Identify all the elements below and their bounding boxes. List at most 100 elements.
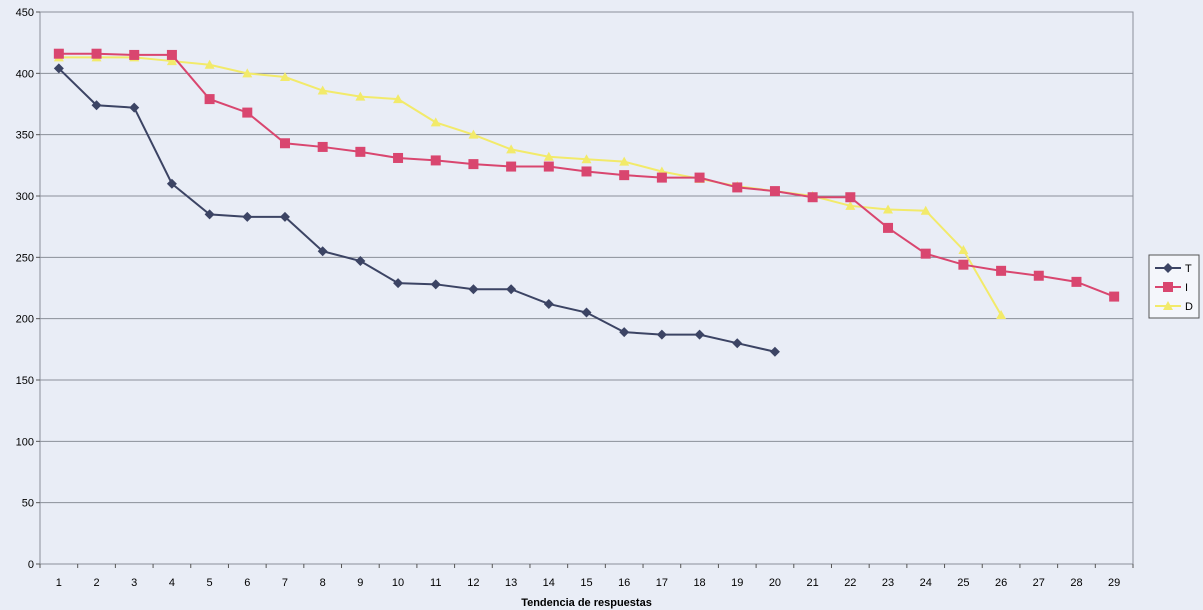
series-t-point — [129, 102, 140, 113]
series-t-point — [430, 279, 441, 290]
series-i-point — [807, 192, 818, 203]
series-t-point — [242, 211, 253, 222]
series-t-point — [393, 278, 404, 289]
series-t-point — [204, 209, 215, 220]
y-tick-label: 50 — [22, 498, 34, 510]
series-t-point — [166, 178, 177, 189]
x-tick-label: 16 — [618, 577, 630, 589]
plot-area — [39, 11, 1134, 565]
x-tick-label: 14 — [543, 577, 555, 589]
series-t-point — [91, 100, 102, 111]
series-i-point — [317, 141, 328, 152]
series-i-point — [883, 222, 894, 233]
series-t-point — [619, 327, 630, 338]
x-tick-label: 11 — [430, 577, 441, 589]
y-axis: 0 50 100 150 200 250 300 350 400 450 — [16, 7, 40, 571]
series-layer — [53, 48, 1120, 357]
legend-item-i-marker — [1163, 282, 1173, 292]
x-tick-label: 5 — [207, 577, 213, 589]
x-tick-label: 2 — [93, 577, 99, 589]
y-tick-label: 200 — [16, 314, 34, 326]
series-t-point — [694, 329, 705, 340]
series-t-point — [543, 298, 554, 309]
legend-item-d-label: D — [1185, 301, 1193, 313]
x-tick-label: 12 — [467, 577, 479, 589]
y-tick-label: 0 — [28, 559, 34, 571]
series-d-point — [204, 59, 215, 69]
series-d-point — [845, 200, 856, 210]
series-t-point — [769, 346, 780, 357]
series-i — [53, 48, 1120, 302]
series-t-point — [656, 329, 667, 340]
series-d-point — [996, 309, 1007, 319]
series-i-point — [129, 49, 140, 60]
x-tick-label: 10 — [392, 577, 404, 589]
x-tick-label: 7 — [282, 577, 288, 589]
series-i-point — [581, 166, 592, 177]
legend-item-d-marker — [1163, 301, 1173, 310]
series-d-point — [958, 244, 969, 254]
series-d-point — [581, 154, 592, 164]
x-tick-label: 4 — [169, 577, 175, 589]
series-i-point — [166, 49, 177, 60]
x-tick-label: 3 — [131, 577, 137, 589]
x-tick-label: 29 — [1108, 577, 1120, 589]
x-tick-label: 1 — [56, 577, 62, 589]
x-tick-label: 19 — [731, 577, 743, 589]
series-t-point — [732, 338, 743, 349]
series-t-point — [506, 284, 517, 295]
series-t-point — [317, 246, 328, 257]
y-tick-label: 400 — [16, 68, 34, 80]
series-d-point — [279, 72, 290, 82]
series-i-point — [506, 161, 517, 172]
y-tick-label: 350 — [16, 130, 34, 142]
legend-item-t-label: T — [1185, 263, 1192, 275]
x-tick-label: 15 — [580, 577, 592, 589]
y-tick-label: 100 — [16, 436, 34, 448]
series-i-point — [958, 259, 969, 270]
series-i-point — [732, 182, 743, 193]
series-d-point — [166, 56, 177, 66]
y-tick-label: 250 — [16, 252, 34, 264]
series-i-point — [656, 172, 667, 183]
series-i-point — [996, 265, 1007, 276]
x-tick-label: 24 — [920, 577, 932, 589]
series-t-point — [279, 211, 290, 222]
series-d-point — [393, 94, 404, 104]
series-t-point — [468, 284, 479, 295]
series-i-point — [242, 107, 253, 118]
series-t — [53, 63, 780, 357]
series-d-point — [619, 156, 630, 166]
series-i-point — [769, 186, 780, 197]
x-tick-label: 8 — [320, 577, 326, 589]
x-axis: 1 2 3 4 5 6 7 8 9 10 11 12 13 14 15 16 17 18 19 20 21 22 23 24 2… — [39, 564, 1134, 589]
x-tick-label: 28 — [1070, 577, 1082, 589]
series-i-point — [355, 146, 366, 157]
legend-item-i-label: I — [1185, 282, 1188, 294]
legend: TID — [1148, 254, 1200, 319]
x-tick-label: 6 — [244, 577, 250, 589]
series-t-point — [355, 256, 366, 267]
series-d-point — [543, 151, 554, 161]
series-i-point — [619, 170, 630, 181]
series-i-point — [1071, 276, 1082, 287]
series-d-line — [58, 56, 1002, 316]
legend-item-t-marker — [1163, 263, 1173, 273]
x-tick-label: 22 — [844, 577, 856, 589]
series-d-point — [355, 91, 366, 101]
x-tick-label: 17 — [656, 577, 668, 589]
x-tick-label: 18 — [693, 577, 705, 589]
y-tick-label: 150 — [16, 375, 34, 387]
series-i-point — [694, 172, 705, 183]
series-t-point — [53, 63, 64, 74]
x-tick-label: 26 — [995, 577, 1007, 589]
x-tick-label: 21 — [807, 577, 819, 589]
series-d-point — [430, 117, 441, 127]
x-tick-label: 23 — [882, 577, 894, 589]
series-d-point — [317, 85, 328, 95]
x-tick-label: 20 — [769, 577, 781, 589]
x-tick-label: 25 — [957, 577, 969, 589]
series-d-point — [883, 204, 894, 214]
series-i-point — [393, 152, 404, 163]
series-i-point — [1033, 270, 1044, 281]
